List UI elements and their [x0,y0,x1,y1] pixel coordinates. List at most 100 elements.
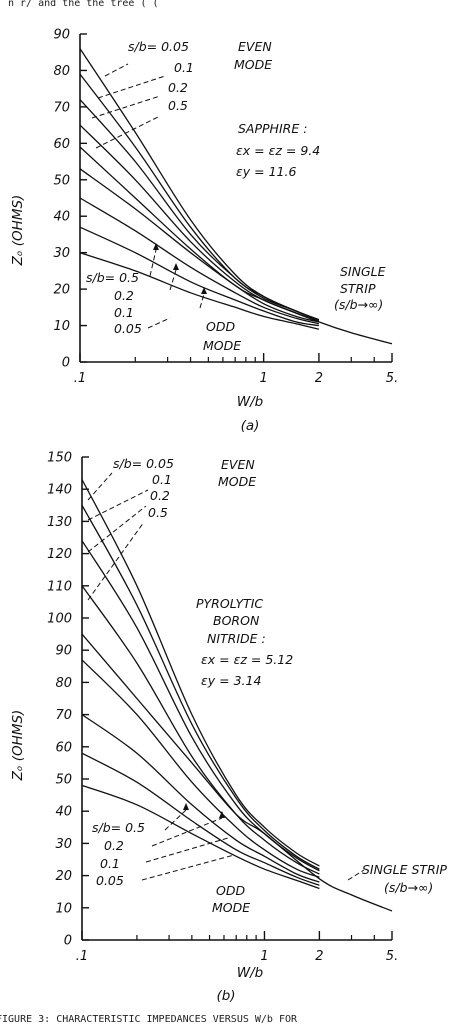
y-tick-label: 140 [47,483,72,498]
y-tick-label: 40 [53,210,70,225]
x-tick-label: 5. [386,371,398,386]
leader-line [91,95,161,119]
leader-line [97,75,166,99]
panel-label-b: (b) [216,988,235,1004]
material-b-2: NITRIDE : [207,631,266,646]
even-legend-b-3: 0.5 [148,505,168,520]
material-b-3: εx = εz = 5.12 [201,652,293,667]
y-axis-label-b: Zₒ (OHMS) [10,710,26,782]
single-strip-label-b-1: SINGLE STRIP [362,862,447,877]
odd-legend-b-2: 0.1 [100,856,120,871]
odd-legend-a-3: 0.05 [114,321,142,336]
x-tick-label: .1 [74,371,86,386]
even-legend-b-1: 0.1 [152,472,172,487]
single-strip-label-a-1: SINGLE [340,264,386,279]
y-tick-label: 110 [47,579,72,594]
y-tick-label: 10 [55,901,72,916]
x-ticks-a: .1 1 2 5. [74,353,398,386]
even-mode-curve-sb-01 [81,504,320,870]
even-mode-curve-sb-02 [79,99,320,321]
odd-legend-b-0: s/b= 0.5 [92,820,145,835]
leader-line [347,869,365,881]
material-a-2: εy = 11.6 [236,164,296,179]
x-tick-label: 2 [315,949,323,964]
header-fragment: n r/ and the the tree ( ( [8,0,159,9]
leader-lines-a [91,63,207,329]
x-axis-label-b: W/b [237,965,263,981]
x-axis-label-a: W/b [237,394,263,410]
even-legend-a-3: 0.5 [168,98,188,113]
y-tick-label: 10 [53,319,70,334]
leader-line [147,317,171,329]
y-tick-label: 60 [53,137,70,152]
y-tick-label: 20 [55,869,72,884]
x-tick-label: 1 [260,371,268,386]
even-legend-a-2: 0.2 [168,80,188,95]
leader-line [104,63,129,77]
single-strip-label-a-2: STRIP [340,281,376,296]
y-tick-label: 100 [47,612,72,627]
odd-mode-curve-sb-005 [79,252,320,330]
arrowhead [173,263,179,270]
leader-lines-b [87,472,365,881]
y-tick-label: 50 [55,773,72,788]
y-axis-label-a: Zₒ (OHMS) [10,195,26,267]
y-tick-label: 70 [53,100,70,115]
leader-line [95,115,161,149]
even-mode-label-a-1: EVEN [238,39,272,54]
arrowhead [201,287,207,294]
odd-mode-curve-sb-05 [81,659,320,878]
leader-line [164,809,187,831]
odd-mode-label-b-2: MODE [212,900,250,915]
arrowhead [219,811,225,818]
single-strip-curve [81,633,393,912]
even-legend-b-2: 0.2 [150,488,170,503]
arrowhead [183,803,189,810]
leader-line [151,817,223,847]
odd-legend-a-0: s/b= 0.5 [86,270,139,285]
leader-line [199,293,205,309]
y-tick-label: 50 [53,173,70,188]
material-b-1: BORON [213,613,260,628]
odd-legend-b-3: 0.05 [96,873,124,888]
arrowhead [153,243,159,250]
even-mode-curve-sb-02 [81,540,320,872]
x-ticks-b: .1 1 2 5. [76,931,398,964]
panel-label-a: (a) [241,418,260,434]
y-tick-label: 30 [53,246,70,261]
figure-caption: FIGURE 3: CHARACTERISTIC IMPEDANCES VERS… [0,1014,298,1024]
odd-mode-curve-sb-02 [79,197,320,325]
leader-line [149,249,157,277]
even-mode-label-b-1: EVEN [221,457,255,472]
even-legend-a-1: 0.1 [174,60,194,75]
odd-mode-label-a-2: MODE [203,338,241,353]
even-mode-label-a-2: MODE [234,57,272,72]
odd-mode-label-a-1: ODD [206,319,235,334]
material-a-0: SAPPHIRE : [238,121,307,136]
odd-mode-curve-sb-01 [79,226,320,327]
material-b-4: εy = 3.14 [201,673,261,688]
leader-line [87,505,147,553]
leader-line [169,269,177,291]
even-mode-curve-sb-05 [81,585,320,875]
odd-legend-a-2: 0.1 [114,305,134,320]
material-a-1: εx = εz = 9.4 [236,143,320,158]
y-tick-label: 60 [55,740,72,755]
y-tick-label: 0 [62,356,70,371]
y-tick-label: 80 [55,676,72,691]
y-tick-label: 130 [47,515,72,530]
leader-line [87,472,113,501]
even-mode-curve-sb-05 [79,124,320,322]
x-tick-label: 5. [386,949,398,964]
odd-mode-curve-sb-02 [81,714,320,883]
y-tick-label: 0 [64,934,72,949]
curves-a [79,48,393,345]
odd-mode-curve-sb-01 [81,752,320,886]
odd-mode-curve-sb-05 [79,168,320,323]
curves-b [81,479,393,912]
odd-mode-curve-sb-005 [81,784,320,890]
leader-line [145,837,229,863]
odd-mode-label-b-1: ODD [216,883,245,898]
even-legend-b-0: s/b= 0.05 [113,456,174,471]
